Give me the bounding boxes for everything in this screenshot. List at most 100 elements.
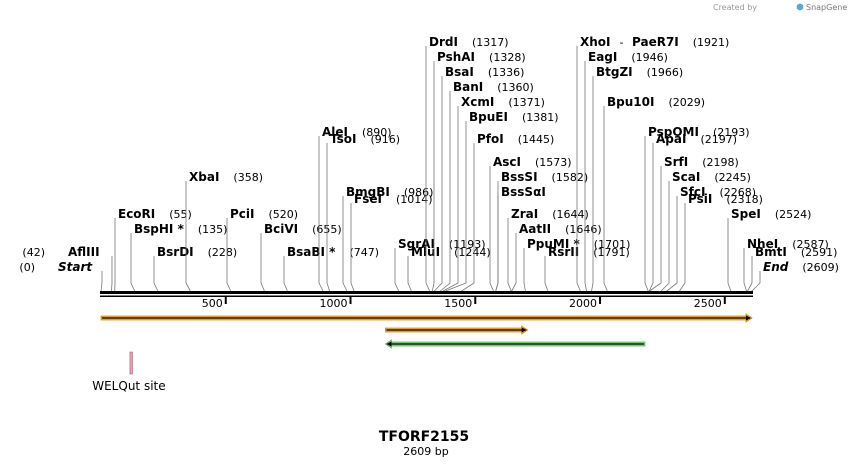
enzyme-zrai[interactable]: ZraI (1644) [507,207,589,292]
enzyme-position: (1582) [552,171,589,184]
enzyme-position: (2591) [801,246,838,259]
welqut-site-label: WELQut site [92,379,165,393]
enzyme-pspomi[interactable]: PspOMI (2193) [644,125,750,292]
feature-arrowhead [386,341,392,347]
enzyme-name: PfoI [477,132,504,146]
enzyme-tsoi[interactable]: TsoI (916) [326,132,400,292]
enzyme-srfi[interactable]: SrfI (2198) [649,155,739,292]
enzyme-bsai[interactable]: BsaI (1336) [434,65,524,292]
enzyme-ppumi[interactable]: PpuMI * (1701) [523,237,631,292]
enzyme-name: BpuEI [469,110,508,124]
enzyme-position: (1701) [594,238,631,251]
enzyme-position: (2524) [775,208,812,221]
enzyme-spei[interactable]: SpeI (2524) [727,207,812,292]
welqut-site-marker[interactable] [129,351,133,375]
enzyme-fsei[interactable]: FseI (1014) [350,192,433,292]
enzyme-mlui[interactable]: MluI (1244) [407,245,491,292]
enzyme-connector [666,196,678,292]
enzyme-position: (1360) [497,81,534,94]
enzyme-position: (2198) [702,156,739,169]
enzyme-alei[interactable]: AleI (890) [318,125,392,292]
enzyme-name: ApaI [656,132,686,146]
enzyme-name: TsoI [330,132,356,146]
enzyme-connector [495,196,499,292]
enzyme-position: (1317) [472,36,509,49]
enzyme-connector [425,46,430,292]
enzyme-connector [644,136,649,292]
enzyme-pfoi[interactable]: PfoI (1445) [461,132,555,292]
enzyme-afliii[interactable]: (42) AflIII [22,245,113,292]
enzyme-btgzi[interactable]: BtgZI (1966) [591,65,684,292]
enzyme-name: EagI [588,50,617,64]
enzyme-pcii[interactable]: PciI (520) [226,207,299,292]
enzyme-connector [584,61,587,292]
enzyme-connector [461,143,475,292]
enzyme-start[interactable]: (0) Start [19,260,103,292]
enzyme-name: FseI [354,192,382,206]
enzyme-position: (1014) [396,193,433,206]
enzyme-position: (135) [198,223,228,236]
enzyme-connector [544,256,549,292]
enzyme-name: BtgZI [596,65,633,79]
enzyme-bsabi[interactable]: BsaBI * (747) [283,245,379,292]
enzyme-name: SrfI [664,155,688,169]
enzyme-nhei[interactable]: NheI (2587) [743,237,829,292]
enzyme-paer7i[interactable]: PaeR7I (1921) [632,35,729,49]
enzyme-scai[interactable]: ScaI (2245) [660,170,751,292]
feature-orf-forward-short[interactable] [385,325,529,335]
enzyme-rsrii[interactable]: RsrII (1791) [544,245,630,292]
enzyme-connector [489,166,494,292]
enzyme-name: ScaI [672,170,700,184]
enzyme-position: (520) [269,208,299,221]
enzyme-bpuei[interactable]: BpuEI (1381) [445,110,559,292]
enzyme-bani[interactable]: BanI (1360) [440,80,534,292]
enzyme-connector [751,271,761,292]
enzyme-sfci[interactable]: SfcI (2268) [666,185,756,292]
enzyme-bsphi[interactable]: BspHI * (135) [130,222,228,292]
enzyme-apai[interactable]: ApaI (2197) [648,132,737,292]
enzyme-name: BmgBI [346,185,390,199]
enzyme-pshai[interactable]: PshAI (1328) [431,50,526,292]
enzyme-eagi[interactable]: EagI (1946) [584,50,668,292]
enzyme-connector [445,121,467,292]
enzyme-name: PspOMI [648,125,699,139]
enzyme-bsrdi[interactable]: BsrDI (228) [153,245,237,292]
enzyme-name: EcoRI [118,207,155,221]
enzyme-position: (2029) [668,96,705,109]
enzyme-connector [283,256,288,292]
ruler-tick-label: 2500 [694,297,722,310]
enzyme-connector [111,256,113,292]
enzyme-end[interactable]: End (2609) [751,260,839,292]
enzyme-connector [679,203,686,292]
enzyme-xcmi[interactable]: XcmI (1371) [442,95,545,292]
enzyme-connector [440,91,451,292]
enzyme-bpu10i[interactable]: Bpu10I (2029) [603,95,705,292]
enzyme-position: (1646) [565,223,602,236]
enzyme-connector [318,136,324,292]
enzyme-connector [185,181,191,292]
enzyme-connector [576,46,581,292]
enzyme-psii[interactable]: PsiI (2318) [679,192,763,292]
enzyme-drdi[interactable]: DrdI (1317) [425,35,509,292]
enzyme-connector [747,256,753,292]
enzyme-position: (2318) [726,193,763,206]
feature-orf-reverse[interactable] [384,339,646,349]
enzyme-asci[interactable]: AscI (1573) [489,155,572,292]
feature-orf-forward-full[interactable] [100,313,753,323]
enzyme-connector [130,233,136,292]
enzyme-bmti[interactable]: BmtI (2591) [747,245,838,292]
feature-arrowhead [746,315,751,321]
enzyme-aatii[interactable]: AatII (1646) [511,222,602,292]
enzyme-bsss-i[interactable]: BssSαI [495,185,546,292]
enzyme-name: BssSαI [501,185,546,199]
enzyme-position: (890) [362,126,392,139]
enzyme-name: BmtI [755,245,787,259]
enzyme-connector [431,61,435,292]
backbone [100,291,753,297]
enzyme-xbai[interactable]: XbaI (358) [185,170,263,292]
enzyme-connector [226,218,232,292]
features [100,313,753,349]
enzyme-xhoi[interactable]: XhoI - [576,35,624,292]
enzyme-position: (1791) [593,246,630,259]
